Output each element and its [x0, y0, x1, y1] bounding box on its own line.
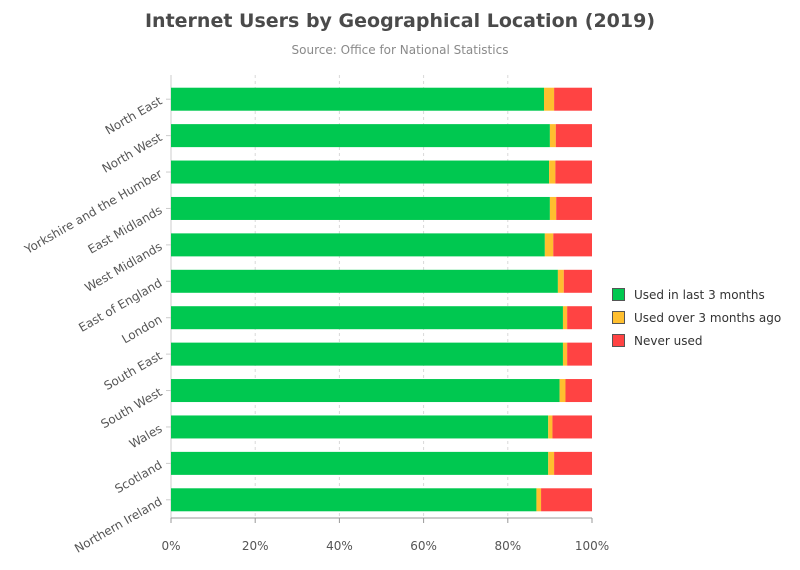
- bar-segment: [171, 379, 560, 403]
- bar-segment: [171, 160, 550, 184]
- legend-swatch: [612, 311, 625, 324]
- bar-segment: [171, 233, 545, 257]
- x-tick-label: 20%: [242, 539, 269, 553]
- bar-segment: [555, 160, 592, 184]
- bar-segment: [557, 269, 564, 293]
- bar-segment: [556, 196, 592, 220]
- bar-segment: [549, 160, 556, 184]
- x-tick-label: 40%: [326, 539, 353, 553]
- bar-segment: [171, 306, 563, 330]
- bar-segment: [171, 87, 545, 111]
- bar-segment: [553, 233, 592, 257]
- chart-title: Internet Users by Geographical Location …: [144, 10, 656, 32]
- bar-segment: [171, 415, 549, 439]
- bar-segment: [552, 415, 592, 439]
- category-label: Scotland: [112, 458, 164, 496]
- x-tick-label: 60%: [410, 539, 437, 553]
- bar-segment: [562, 342, 568, 366]
- category-label: Wales: [127, 421, 165, 451]
- bar-segment: [544, 233, 554, 257]
- bar-segment: [548, 451, 555, 475]
- bar-segment: [549, 124, 556, 148]
- bar-segment: [541, 488, 592, 512]
- category-label: Northern Ireland: [72, 494, 164, 555]
- legend-item[interactable]: Used in last 3 months: [612, 283, 781, 306]
- legend-label: Never used: [634, 333, 703, 348]
- bar-segment: [565, 379, 592, 403]
- bar-segment: [171, 269, 558, 293]
- bar-segment: [171, 342, 563, 366]
- x-tick-label: 0%: [161, 539, 180, 553]
- bar-segment: [171, 124, 550, 148]
- bar-segment: [171, 451, 549, 475]
- bar-segment: [536, 488, 542, 512]
- legend-label: Used over 3 months ago: [634, 310, 782, 325]
- bar-segment: [555, 124, 592, 148]
- legend-label: Used in last 3 months: [634, 287, 765, 302]
- bar-segment: [562, 306, 568, 330]
- bar-segment: [171, 488, 537, 512]
- bar-segment: [554, 87, 592, 111]
- bar-segment: [549, 196, 557, 220]
- chart-legend: Used in last 3 months Used over 3 months…: [612, 283, 781, 352]
- bar-segment: [563, 269, 592, 293]
- bar-segment: [567, 306, 592, 330]
- x-tick-label: 80%: [494, 539, 521, 553]
- bar-segment: [567, 342, 592, 366]
- chart-subtitle: Source: Office for National Statistics: [291, 43, 509, 57]
- bar-segment: [559, 379, 566, 403]
- legend-swatch: [612, 288, 625, 301]
- bar-segment: [171, 196, 550, 220]
- legend-swatch: [612, 334, 625, 347]
- legend-item[interactable]: Used over 3 months ago: [612, 306, 781, 329]
- legend-item[interactable]: Never used: [612, 329, 781, 352]
- bar-segment: [554, 451, 592, 475]
- category-label: London: [119, 312, 164, 346]
- x-tick-label: 100%: [575, 539, 609, 553]
- bar-segment: [544, 87, 555, 111]
- bar-segment: [548, 415, 553, 439]
